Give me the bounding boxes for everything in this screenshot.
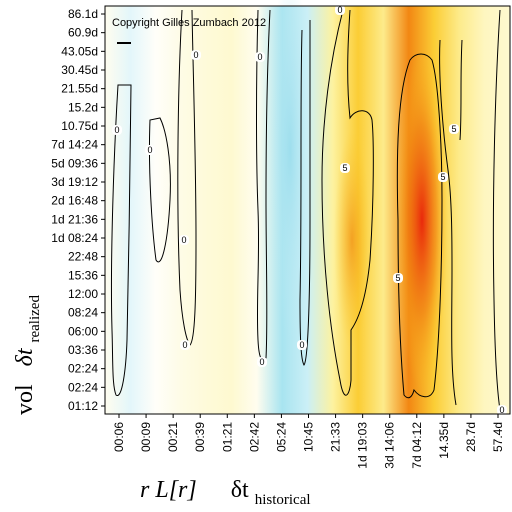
y-tick-label: 2d 16:48 bbox=[51, 194, 98, 208]
y-tick-label: 60.9d bbox=[68, 26, 98, 40]
y-tick-label: 43.05d bbox=[61, 44, 98, 58]
x-tick-label: 57.4d bbox=[491, 422, 505, 452]
contour-line bbox=[148, 117, 171, 263]
y-tick-label: 30.45d bbox=[61, 63, 98, 77]
y-axis-label-delta: δt bbox=[12, 347, 38, 366]
contour-label: 0 bbox=[257, 52, 262, 62]
contour-label: 0 bbox=[337, 5, 342, 15]
contour-label: 5 bbox=[440, 172, 445, 182]
contour-label-bg bbox=[335, 5, 345, 15]
y-tick-label: 01:12 bbox=[68, 399, 98, 413]
contour-label-bg bbox=[497, 405, 507, 415]
y-tick-label: 02:24 bbox=[68, 362, 98, 376]
cool-spot bbox=[270, 0, 310, 340]
plot-area: 0 0 0 0 0 0 0 0 0 5 5 5 5 0 Copyright Gilles Zumbach … bbox=[104, 0, 511, 415]
y-tick-label: 08:24 bbox=[68, 306, 98, 320]
x-tick-label: 02:42 bbox=[247, 422, 261, 452]
x-axis-label: r L[r] δt historical bbox=[140, 477, 311, 508]
contour-line bbox=[396, 53, 443, 399]
x-tick-label: 10:45 bbox=[302, 422, 316, 452]
contour-label: 0 bbox=[147, 145, 152, 155]
contour-line bbox=[321, 9, 374, 396]
contour-label-bg bbox=[191, 50, 201, 60]
x-tick-label: 00:06 bbox=[112, 422, 126, 452]
y-tick-label: 86.1d bbox=[68, 7, 98, 21]
y-tick-label: 22:48 bbox=[68, 250, 98, 264]
contour-label-bg bbox=[297, 340, 307, 350]
contour-line bbox=[177, 9, 197, 346]
contour-label: 5 bbox=[395, 273, 400, 283]
x-axis-label-sub: historical bbox=[255, 492, 311, 508]
contour-label: 0 bbox=[182, 340, 187, 350]
contour-label: 5 bbox=[342, 163, 347, 173]
contour-label: 0 bbox=[114, 125, 119, 135]
contour-label-bg bbox=[255, 52, 265, 62]
plot-frame bbox=[104, 5, 511, 415]
contour-label-bg bbox=[112, 125, 122, 135]
x-tick-label: 00:09 bbox=[139, 422, 153, 452]
x-axis-label-delta: δt bbox=[231, 477, 249, 503]
x-tick-label: 3d 14:06 bbox=[383, 422, 397, 469]
y-tick-label: 7d 14:24 bbox=[51, 138, 98, 152]
contour-label: 0 bbox=[193, 50, 198, 60]
x-tick-label: 00:21 bbox=[166, 422, 180, 452]
contour-line bbox=[439, 39, 463, 406]
x-tick-label: 14.35d bbox=[437, 422, 451, 459]
y-tick-label: 06:00 bbox=[68, 324, 98, 338]
y-tick-label: 15:36 bbox=[68, 268, 98, 282]
contour-label-bg bbox=[393, 273, 403, 283]
contour-label: 0 bbox=[259, 357, 264, 367]
y-axis-label-sub: realized bbox=[27, 295, 43, 343]
y-tick-label: 12:00 bbox=[68, 287, 98, 301]
contour-line bbox=[299, 20, 311, 366]
contour-label: 5 bbox=[451, 124, 456, 134]
x-tick-label: 28.7d bbox=[464, 422, 478, 452]
contour-label-bg bbox=[179, 235, 189, 245]
y-tick-label: 02:24 bbox=[68, 380, 98, 394]
x-tick-label: 00:39 bbox=[193, 422, 207, 452]
x-tick-label: 1d 19:03 bbox=[356, 422, 370, 469]
y-tick-label: 03:36 bbox=[68, 343, 98, 357]
y-tick-label: 15.2d bbox=[68, 100, 98, 114]
y-tick-label: 10.75d bbox=[61, 119, 98, 133]
contour-label-bg bbox=[340, 163, 350, 173]
y-axis-label-main: vol bbox=[12, 384, 38, 415]
y-axis-ticks: 86.1d 60.9d 43.05d 30.45d 21.55d 15.2d 10.75d 7… bbox=[51, 7, 105, 413]
contour-label: 0 bbox=[299, 340, 304, 350]
x-tick-label: 21:33 bbox=[329, 422, 343, 452]
y-axis-label: vol δt realized bbox=[12, 295, 43, 415]
y-axis-title: vol δt realized bbox=[12, 295, 43, 415]
contour-label-bg bbox=[438, 172, 448, 182]
y-tick-label: 5d 09:36 bbox=[51, 156, 98, 170]
contour-label-bg bbox=[180, 340, 190, 350]
hot-spot-main bbox=[396, 50, 448, 390]
hot-spot-secondary bbox=[334, 130, 370, 350]
contour-labels: 0 0 0 0 0 0 0 0 0 5 5 5 5 0 bbox=[112, 5, 507, 415]
contour-label-bg bbox=[145, 145, 155, 155]
y-tick-label: 21.55d bbox=[61, 82, 98, 96]
contour-label-bg bbox=[449, 124, 459, 134]
contour-label: 0 bbox=[499, 405, 504, 415]
y-tick-label: 1d 08:24 bbox=[51, 231, 98, 245]
x-axis-label-main: r L[r] bbox=[140, 477, 197, 503]
x-tick-label: 05:24 bbox=[274, 422, 288, 452]
y-tick-label: 1d 21:36 bbox=[51, 212, 98, 226]
x-axis-ticks: 00:06 00:09 00:21 00:39 01:21 02:42 05:24 10:45… bbox=[112, 414, 505, 469]
x-tick-label: 01:21 bbox=[220, 422, 234, 452]
x-tick-label: 7d 04:12 bbox=[410, 422, 424, 469]
contour-label: 0 bbox=[181, 235, 186, 245]
x-axis-title: r L[r] δt historical bbox=[140, 477, 311, 508]
contour-line bbox=[492, 9, 501, 411]
copyright-notice: Copyright Gilles Zumbach 2012 bbox=[112, 17, 266, 29]
contour-label-bg bbox=[257, 357, 267, 367]
y-tick-label: 3d 19:12 bbox=[51, 175, 98, 189]
contour-line bbox=[110, 84, 132, 396]
contour-lines bbox=[110, 9, 501, 411]
